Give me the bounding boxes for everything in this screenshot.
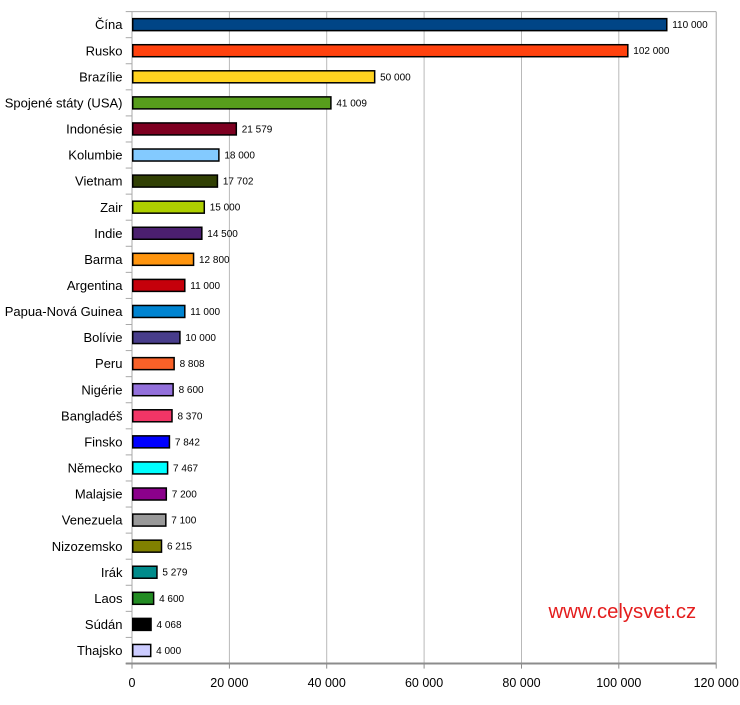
svg-text:100 000: 100 000 [596,676,641,690]
svg-text:Kolumbie: Kolumbie [68,148,122,163]
svg-text:4 000: 4 000 [156,646,181,657]
svg-text:15 000: 15 000 [210,203,241,214]
svg-text:Indonésie: Indonésie [66,122,122,137]
svg-text:www.celysvet.cz: www.celysvet.cz [548,601,697,623]
svg-text:Spojené státy (USA): Spojené státy (USA) [5,95,123,110]
svg-text:41 009: 41 009 [336,98,367,109]
svg-text:Barma: Barma [84,252,123,267]
svg-text:Německo: Německo [68,461,123,476]
svg-text:10 000: 10 000 [185,333,216,344]
svg-text:110 000: 110 000 [672,20,708,31]
svg-text:8 600: 8 600 [179,385,204,396]
svg-text:12 800: 12 800 [199,255,230,266]
svg-text:Brazílie: Brazílie [79,69,122,84]
svg-text:20 000: 20 000 [210,676,248,690]
svg-text:40 000: 40 000 [308,676,346,690]
svg-text:Čína: Čína [95,17,123,32]
svg-text:80 000: 80 000 [502,676,540,690]
svg-text:7 100: 7 100 [171,516,196,527]
svg-text:11 000: 11 000 [190,307,220,318]
svg-text:Laos: Laos [94,591,123,606]
svg-text:Zair: Zair [100,200,123,215]
svg-text:102 000: 102 000 [633,46,670,57]
svg-text:21 579: 21 579 [242,124,273,135]
svg-text:Bangladéš: Bangladéš [61,408,123,423]
svg-text:Irák: Irák [101,565,123,580]
svg-text:7 200: 7 200 [172,490,197,501]
svg-text:4 600: 4 600 [159,594,184,605]
svg-text:Malajsie: Malajsie [75,487,123,502]
svg-text:Nigérie: Nigérie [81,382,122,397]
svg-text:Argentina: Argentina [67,278,123,293]
svg-text:Venezuela: Venezuela [62,513,123,528]
svg-text:Rusko: Rusko [86,43,123,58]
svg-text:7 842: 7 842 [175,437,200,448]
svg-text:8 808: 8 808 [180,359,205,370]
svg-text:18 000: 18 000 [224,151,255,162]
svg-text:14 500: 14 500 [207,229,238,240]
svg-text:Súdán: Súdán [85,617,123,632]
svg-text:60 000: 60 000 [405,676,443,690]
svg-text:8 370: 8 370 [177,411,202,422]
svg-text:Nizozemsko: Nizozemsko [52,539,123,554]
svg-text:4 068: 4 068 [157,620,182,631]
svg-text:5 279: 5 279 [162,568,187,579]
svg-text:6 215: 6 215 [167,542,192,553]
svg-text:Indie: Indie [94,226,122,241]
svg-text:0: 0 [129,676,136,690]
svg-text:Papua-Nová Guinea: Papua-Nová Guinea [5,304,124,319]
svg-text:7 467: 7 467 [173,463,198,474]
svg-text:Peru: Peru [95,356,122,371]
svg-text:50 000: 50 000 [380,72,411,83]
svg-text:11 000: 11 000 [190,281,220,292]
svg-text:120 000: 120 000 [694,676,739,690]
svg-text:Thajsko: Thajsko [77,643,123,658]
svg-text:Finsko: Finsko [84,434,122,449]
svg-text:Vietnam: Vietnam [75,174,122,189]
svg-text:Bolívie: Bolívie [83,330,122,345]
svg-text:17 702: 17 702 [223,177,254,188]
